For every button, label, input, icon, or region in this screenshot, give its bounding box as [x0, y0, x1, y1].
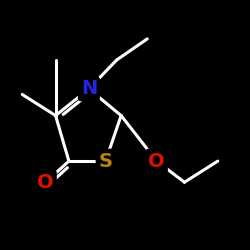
Text: S: S — [98, 152, 112, 171]
Text: O: O — [37, 173, 54, 192]
Text: O: O — [148, 152, 165, 171]
Text: N: N — [81, 80, 97, 98]
